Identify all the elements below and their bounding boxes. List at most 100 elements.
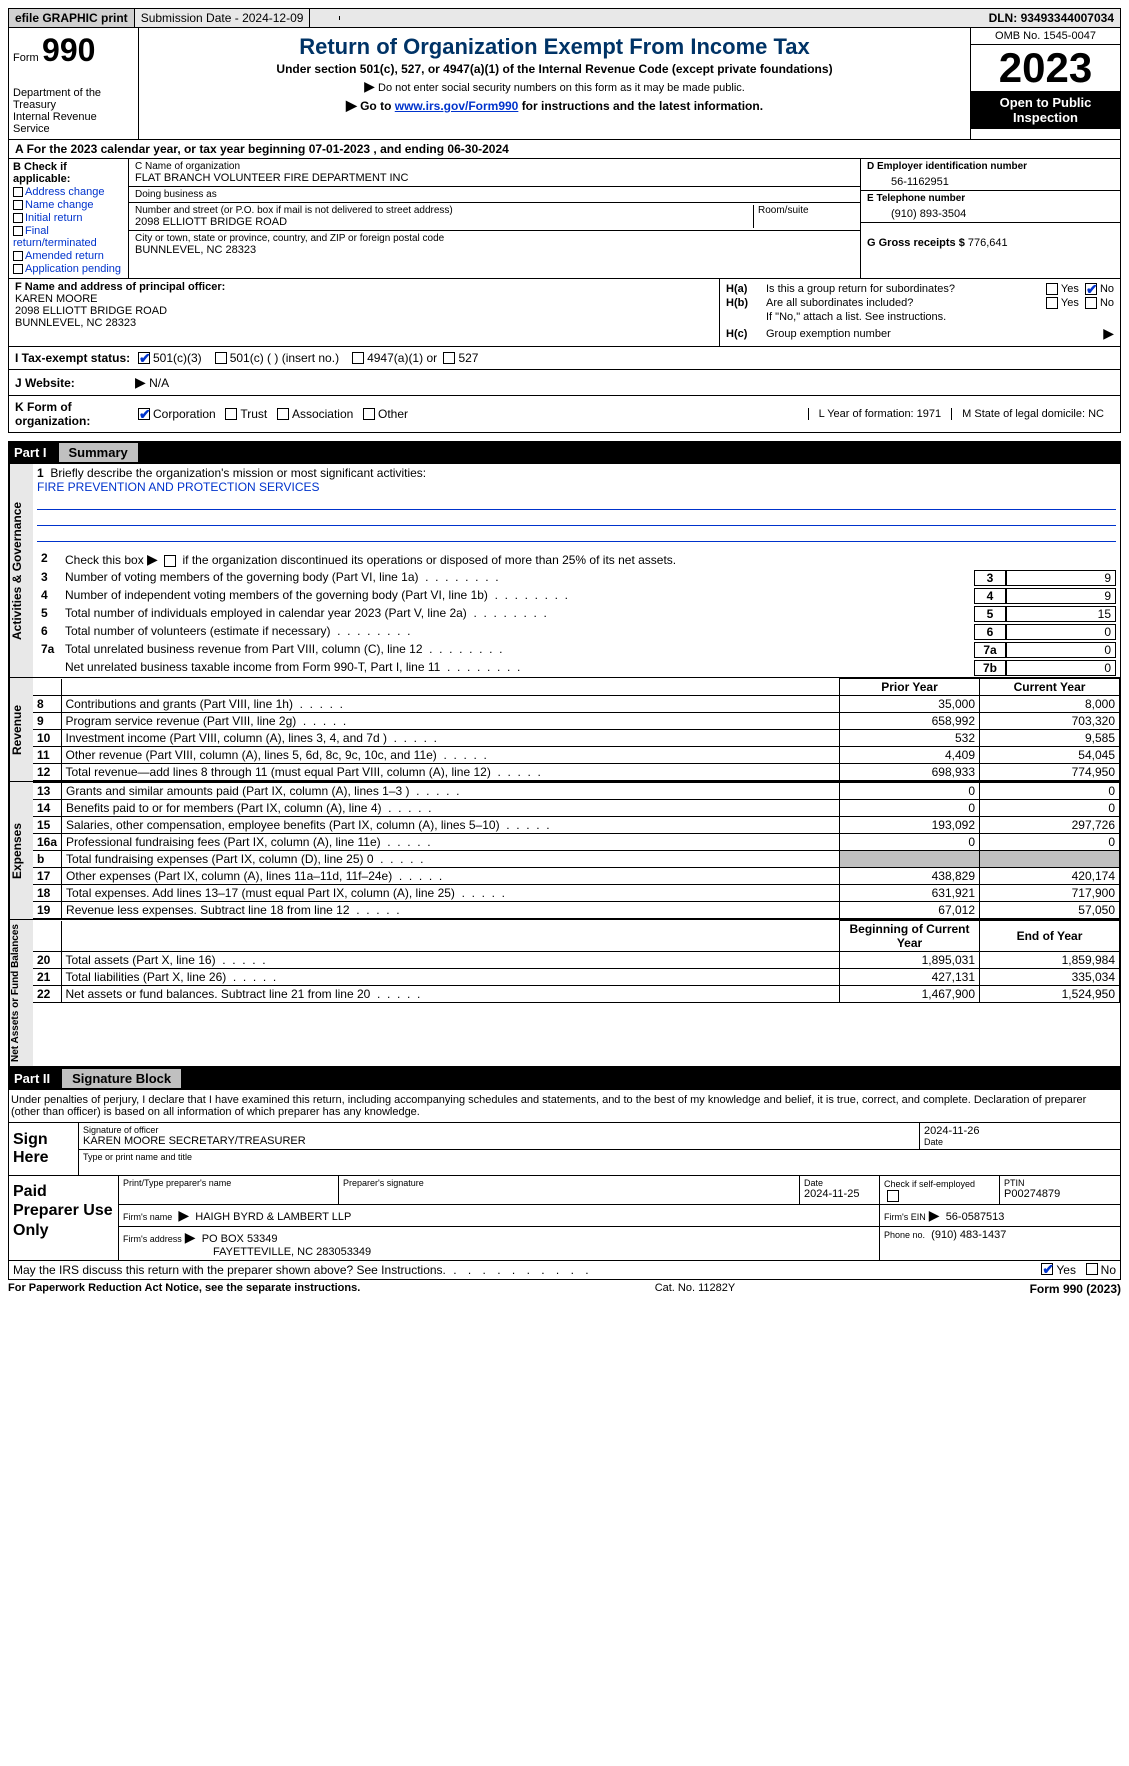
penalty-statement: Under penalties of perjury, I declare th…	[8, 1090, 1121, 1123]
prior-year-cell: 427,131	[840, 969, 980, 986]
line-num: 13	[33, 783, 62, 800]
check-amended[interactable]: Amended return	[13, 250, 124, 262]
check-initial-return[interactable]: Initial return	[13, 212, 124, 224]
section-fh: F Name and address of principal officer:…	[8, 279, 1121, 347]
discuss-no-checkbox[interactable]	[1086, 1263, 1098, 1275]
part2-title: Signature Block	[62, 1069, 181, 1088]
form-number: 990	[42, 32, 95, 68]
h-a-yes-checkbox[interactable]	[1046, 283, 1058, 295]
ptin-cell: PTIN P00274879	[1000, 1176, 1120, 1204]
part1-header: Part I Summary	[8, 441, 1121, 464]
street-cell: Number and street (or P.O. box if mail i…	[129, 203, 860, 231]
ein-value: 56-1162951	[867, 172, 1114, 188]
table-row: 18Total expenses. Add lines 13–17 (must …	[33, 885, 1120, 902]
table-row: 21Total liabilities (Part X, line 26) . …	[33, 969, 1120, 986]
line-num: 22	[33, 986, 61, 1003]
check-final-return[interactable]: Final return/terminated	[13, 225, 124, 249]
form-label: Form	[13, 52, 39, 64]
discuss-yes-checkbox[interactable]	[1041, 1263, 1053, 1275]
current-year-cell: 1,524,950	[980, 986, 1120, 1003]
line-num: 19	[33, 902, 62, 919]
line-desc: Salaries, other compensation, employee b…	[62, 817, 840, 834]
cat-number: Cat. No. 11282Y	[360, 1282, 1029, 1296]
table-row: 11Other revenue (Part VIII, column (A), …	[33, 747, 1120, 764]
form-ref: Form 990 (2023)	[1030, 1282, 1121, 1296]
line-desc: Total assets (Part X, line 16) . . . . .	[61, 952, 840, 969]
prior-year-cell: 631,921	[840, 885, 980, 902]
line-a-tax-year: A For the 2023 calendar year, or tax yea…	[8, 140, 1121, 159]
dln-value: 93493344007034	[1021, 11, 1114, 25]
paid-preparer-label: Paid Preparer Use Only	[9, 1176, 119, 1260]
h-b-text: Are all subordinates included?	[766, 297, 994, 309]
check-address-change[interactable]: Address change	[13, 186, 124, 198]
prior-year-header: Prior Year	[840, 679, 980, 696]
check-501c3[interactable]	[138, 352, 150, 364]
h-a-no-checkbox[interactable]	[1085, 283, 1097, 295]
phone-value: (910) 893-3504	[867, 204, 1114, 220]
line-desc: Total fundraising expenses (Part IX, col…	[62, 851, 840, 868]
box-i: I Tax-exempt status: 501(c)(3) 501(c) ( …	[8, 347, 1121, 370]
table-row: 12Total revenue—add lines 8 through 11 (…	[33, 764, 1120, 781]
h-c-arrow-icon: ▶	[1103, 325, 1114, 342]
yes-label: Yes	[1061, 283, 1079, 295]
check-527[interactable]	[443, 352, 455, 364]
line-num: 7a	[37, 642, 65, 658]
h-b-label: H(b)	[726, 297, 766, 309]
summary-line: 5Total number of individuals employed in…	[33, 605, 1120, 623]
pra-notice: For Paperwork Reduction Act Notice, see …	[8, 1282, 360, 1296]
open-to-public: Open to Public Inspection	[971, 91, 1120, 129]
line-num: 17	[33, 868, 62, 885]
yes-label: Yes	[1056, 1263, 1076, 1277]
check-other[interactable]	[363, 408, 375, 420]
summary-line: Net unrelated business taxable income fr…	[33, 659, 1120, 677]
org-name-label: C Name of organization	[135, 161, 854, 172]
mission-text: FIRE PREVENTION AND PROTECTION SERVICES	[37, 480, 320, 494]
check-association[interactable]	[277, 408, 289, 420]
irs-link[interactable]: www.irs.gov/Form990	[395, 99, 519, 113]
submission-date-label: Submission Date -	[141, 11, 242, 25]
vtab-governance: Activities & Governance	[9, 464, 33, 677]
check-501c[interactable]	[215, 352, 227, 364]
part2-header: Part II Signature Block	[8, 1067, 1121, 1090]
h-b-yes-checkbox[interactable]	[1046, 297, 1058, 309]
prior-year-cell: 67,012	[840, 902, 980, 919]
form-subtitle: Under section 501(c), 527, or 4947(a)(1)…	[147, 62, 962, 76]
submission-date-value: 2024-12-09	[242, 11, 303, 25]
h-b-note: If "No," attach a list. See instructions…	[726, 311, 1114, 323]
cell-gray	[840, 851, 980, 868]
revenue-block: Revenue Prior Year Current Year 8Contrib…	[8, 678, 1121, 782]
sign-here-label: Sign Here	[9, 1123, 79, 1175]
line-desc: Total number of volunteers (estimate if …	[65, 624, 974, 640]
header-left: Form 990 Department of the Treasury Inte…	[9, 28, 139, 139]
dba-label: Doing business as	[135, 189, 854, 200]
h-b-no-checkbox[interactable]	[1085, 297, 1097, 309]
check-trust[interactable]	[225, 408, 237, 420]
table-header-row: Beginning of Current Year End of Year	[33, 921, 1120, 952]
no-label: No	[1100, 297, 1114, 309]
officer-sig-label: Signature of officer	[83, 1125, 915, 1135]
gross-label: G Gross receipts $	[867, 237, 968, 249]
check-application-pending[interactable]: Application pending	[13, 263, 124, 275]
check-corporation[interactable]	[138, 408, 150, 420]
table-row: 17Other expenses (Part IX, column (A), l…	[33, 868, 1120, 885]
check-self-employed[interactable]	[887, 1190, 899, 1202]
check-4947[interactable]	[352, 352, 364, 364]
mission-underline	[37, 512, 1116, 526]
org-name: FLAT BRANCH VOLUNTEER FIRE DEPARTMENT IN…	[135, 172, 854, 184]
sig-date-value: 2024-11-26	[924, 1125, 1116, 1137]
summary-line: 4Number of independent voting members of…	[33, 587, 1120, 605]
efile-print-button[interactable]: efile GRAPHIC print	[9, 9, 135, 27]
line-desc: Program service revenue (Part VIII, line…	[61, 713, 840, 730]
paid-preparer-block: Paid Preparer Use Only Print/Type prepar…	[8, 1176, 1121, 1261]
line-num: 5	[37, 606, 65, 622]
dba-cell: Doing business as	[129, 187, 860, 203]
city-cell: City or town, state or province, country…	[129, 231, 860, 258]
section-bcd: B Check if applicable: Address change Na…	[8, 159, 1121, 279]
table-row: 13Grants and similar amounts paid (Part …	[33, 783, 1120, 800]
line-box-val: 9	[1006, 570, 1116, 586]
vtab-revenue: Revenue	[9, 678, 33, 781]
opt-501c: 501(c) ( ) (insert no.)	[230, 351, 339, 365]
check-discontinued[interactable]	[164, 555, 176, 567]
check-name-change[interactable]: Name change	[13, 199, 124, 211]
phone-cell: E Telephone number (910) 893-3504	[861, 191, 1120, 223]
